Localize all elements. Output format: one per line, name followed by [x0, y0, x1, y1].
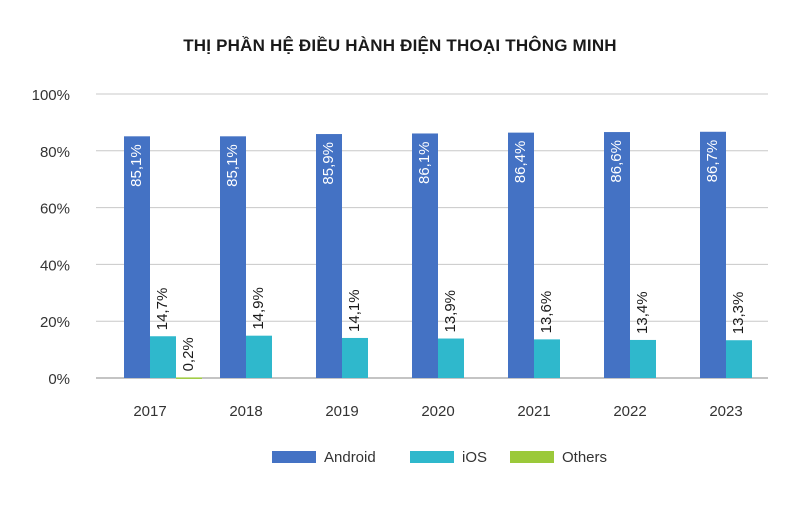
data-label: 14,1%	[346, 289, 363, 332]
data-label: 14,9%	[250, 287, 267, 330]
x-tick-label: 2021	[517, 403, 550, 420]
bar-ios	[150, 336, 176, 378]
bar-android	[412, 133, 438, 378]
bar-ios	[630, 339, 656, 378]
data-label: 85,1%	[128, 144, 145, 187]
bar-android	[316, 134, 342, 378]
data-label: 13,9%	[442, 290, 459, 333]
y-tick-label: 80%	[40, 144, 70, 161]
data-label: 86,6%	[608, 140, 625, 183]
legend-label-android: Android	[324, 449, 376, 466]
y-tick-label: 100%	[32, 87, 70, 104]
bar-ios	[246, 335, 272, 378]
legend-swatch-android	[272, 451, 316, 463]
bar-android	[124, 136, 150, 378]
bar-ios	[438, 338, 464, 378]
bar-ios	[726, 340, 752, 378]
y-tick-label: 40%	[40, 257, 70, 274]
data-label: 85,9%	[320, 142, 337, 185]
y-tick-label: 60%	[40, 201, 70, 218]
data-label: 14,7%	[154, 288, 171, 331]
bar-android	[508, 132, 534, 378]
data-label: 0,2%	[180, 337, 197, 371]
y-tick-label: 0%	[48, 371, 70, 388]
legend-swatch-others	[510, 451, 554, 463]
bar-ios	[534, 339, 560, 378]
data-label: 85,1%	[224, 144, 241, 187]
data-label: 13,6%	[538, 291, 555, 334]
data-label: 86,1%	[416, 141, 433, 184]
bar-ios	[342, 337, 368, 378]
bar-android	[220, 136, 246, 378]
chart-title: THỊ PHẦN HỆ ĐIỀU HÀNH ĐIỆN THOẠI THÔNG M…	[183, 36, 617, 55]
data-label: 86,4%	[512, 141, 529, 184]
legend-label-ios: iOS	[462, 449, 487, 466]
x-tick-label: 2018	[229, 403, 262, 420]
data-label: 13,3%	[730, 292, 747, 335]
bar-others	[176, 377, 202, 379]
x-tick-label: 2019	[325, 403, 358, 420]
x-tick-label: 2022	[613, 403, 646, 420]
bar-android	[604, 132, 630, 378]
x-tick-label: 2020	[421, 403, 454, 420]
legend-swatch-ios	[410, 451, 454, 463]
x-tick-label: 2023	[709, 403, 742, 420]
legend-label-others: Others	[562, 449, 607, 466]
bar-android	[700, 131, 726, 378]
data-label: 13,4%	[634, 291, 651, 334]
y-tick-label: 20%	[40, 314, 70, 331]
data-label: 86,7%	[704, 140, 721, 183]
x-tick-label: 2017	[133, 403, 166, 420]
